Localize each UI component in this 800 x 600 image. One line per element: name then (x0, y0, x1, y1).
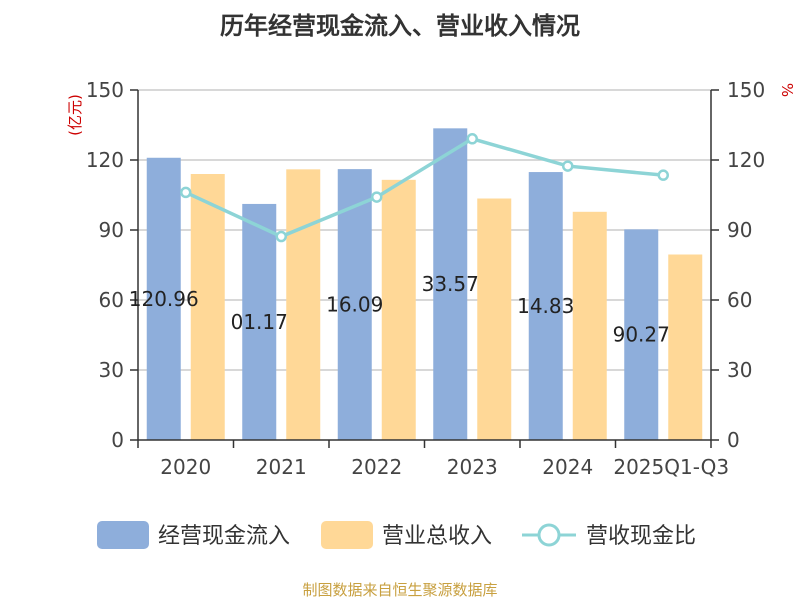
bar (433, 128, 468, 440)
left-axis-unit: (亿元) (66, 94, 84, 136)
ratio-point (466, 133, 478, 145)
bar (624, 229, 659, 440)
bar-data-label: 90.27 (613, 323, 670, 347)
y2-tick-label: 90 (727, 218, 752, 242)
legend: 经营现金流入 营业总收入 营收现金比 (97, 521, 696, 549)
bar (146, 157, 181, 440)
ratio-point (180, 186, 192, 199)
y2-tick-label: 60 (727, 288, 752, 312)
ratio-line (180, 133, 669, 243)
bar (242, 203, 277, 440)
ratio-point (657, 169, 669, 181)
bar (668, 254, 703, 440)
legend-label-cash-inflow: 经营现金流入 (158, 524, 290, 549)
y-tick-label: 30 (99, 358, 124, 382)
x-tick-label: 2022 (351, 455, 402, 479)
ratio-line-path (185, 136, 664, 239)
y2-tick-label: 30 (727, 358, 752, 382)
bar-data-label: 14.83 (517, 294, 574, 318)
bar (286, 169, 321, 441)
x-tick-label: 2024 (542, 455, 593, 479)
legend-marker-ratio (537, 523, 561, 547)
grid-lines (138, 89, 711, 371)
y2-tick-label: 150 (727, 78, 765, 102)
bar (381, 179, 416, 441)
y-tick-label: 60 (99, 288, 124, 312)
y-tick-label: 0 (111, 428, 124, 452)
x-tick-label: 2020 (160, 455, 211, 479)
y-tick-label: 90 (99, 218, 124, 242)
y-tick-label: 120 (86, 148, 124, 172)
y2-tick-label: 0 (727, 428, 740, 452)
ratio-point (275, 230, 287, 243)
bar-data-label: 120.96 (129, 287, 199, 311)
legend-swatch-cash-inflow (97, 521, 149, 549)
bar (572, 211, 607, 440)
bars (146, 128, 703, 441)
y2-tick-label: 120 (727, 148, 765, 172)
source-text: 制图数据来自恒生聚源数据库 (302, 581, 497, 599)
bar-labels: 120.96 01.17 16.09 33.57 14.83 90.27 (129, 272, 670, 347)
ratio-point (371, 191, 383, 203)
chart-title: 历年经营现金流入、营业收入情况 (220, 12, 580, 40)
bar (190, 174, 225, 440)
legend-swatch-revenue (321, 521, 373, 549)
x-tick-label: 2025Q1-Q3 (613, 455, 729, 479)
x-tick-label: 2021 (256, 455, 307, 479)
bar (477, 198, 512, 440)
ratio-point (562, 160, 574, 172)
bar (528, 172, 563, 440)
bar-data-label: 01.17 (231, 310, 288, 334)
axes: 0 30 60 90 120 150 0 30 60 90 120 150 2020 2021 2022 20… (86, 78, 765, 479)
x-tick-label: 2023 (447, 455, 498, 479)
right-axis-unit: % (778, 83, 796, 97)
bar-data-label: 16.09 (326, 293, 383, 317)
y-tick-label: 150 (86, 78, 124, 102)
legend-label-revenue: 营业总收入 (382, 524, 492, 549)
legend-label-ratio: 营收现金比 (586, 524, 696, 549)
bar-data-label: 33.57 (422, 272, 479, 296)
bar (337, 169, 372, 440)
